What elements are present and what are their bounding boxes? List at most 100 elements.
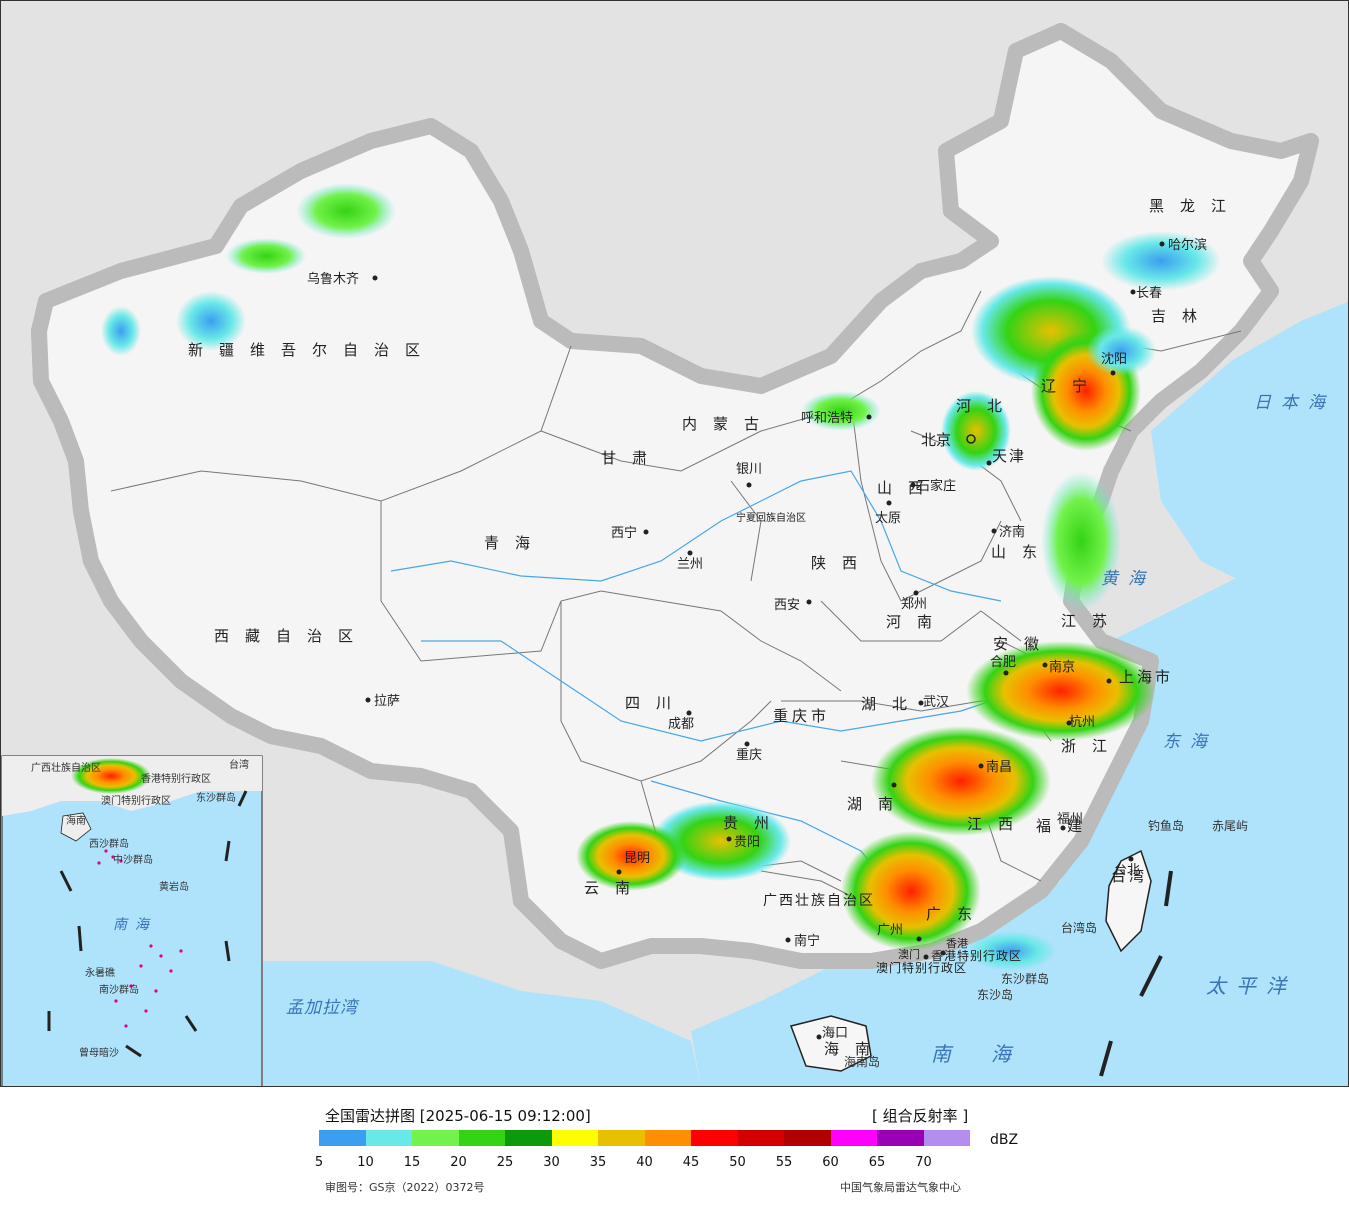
svg-text:澳门特别行政区: 澳门特别行政区: [101, 794, 171, 807]
svg-text:北京: 北京: [921, 431, 951, 449]
svg-text:台北: 台北: [1114, 863, 1140, 878]
label-hunan: 湖南: [847, 795, 909, 813]
city-hefei: 合肥: [990, 655, 1016, 676]
island-labels: 钓鱼岛 赤尾屿 台湾岛 东沙群岛 海南岛 东沙岛: [844, 818, 1248, 1069]
label-liaoning: 辽宁: [1041, 377, 1103, 395]
dash-lines: [1099, 870, 1173, 1077]
color-swatch: [365, 1130, 412, 1146]
svg-text:重庆: 重庆: [736, 747, 762, 763]
city-fuzhou: 福州: [1057, 812, 1083, 831]
label-anhui: 安徽: [993, 635, 1055, 653]
svg-text:台湾岛: 台湾岛: [1061, 920, 1097, 935]
label-guangdong: 广东: [926, 905, 988, 923]
svg-text:南沙群岛: 南沙群岛: [99, 983, 139, 996]
scale-tick-label: 15: [403, 1155, 421, 1170]
city-shenyang: 沈阳: [1101, 352, 1127, 376]
svg-text:石家庄: 石家庄: [917, 478, 956, 494]
label-jiangxi: 江西: [967, 815, 1029, 833]
label-xinjiang: 新疆维吾尔自治区: [188, 341, 436, 359]
city-wuhan: 武汉: [918, 695, 949, 710]
radar-echoes: [101, 183, 1221, 971]
svg-text:贵阳: 贵阳: [734, 835, 760, 850]
city-macao: 澳门: [898, 947, 929, 961]
svg-text:日本海: 日本海: [1254, 393, 1335, 413]
sea-japan: [1151, 301, 1348, 591]
scale-tick-label: 50: [729, 1155, 746, 1170]
approval-number: 审图号：GS京（2022）0372号: [325, 1181, 485, 1194]
label-taiwan: 台湾: [1111, 867, 1147, 885]
color-swatch: [551, 1130, 598, 1146]
city-shijiazhuang: 石家庄: [910, 478, 956, 494]
label-macao: 澳门特别行政区: [876, 960, 967, 975]
svg-text:杭州: 杭州: [1069, 715, 1095, 730]
city-guangzhou: 广州: [877, 923, 922, 942]
svg-text:赤尾屿: 赤尾屿: [1212, 819, 1248, 833]
label-jilin: 吉林: [1151, 307, 1213, 325]
label-hainan: 海南: [824, 1040, 886, 1058]
city-harbin: 哈尔滨: [1159, 237, 1207, 253]
label-zhejiang: 浙江: [1061, 737, 1123, 755]
map-canvas: 新疆维吾尔自治区 西藏自治区 青海 甘肃 内蒙古 黑龙江 吉林 辽宁 河北 山西…: [1, 1, 1348, 1086]
svg-text:台湾: 台湾: [229, 758, 249, 771]
color-swatch: [923, 1130, 970, 1146]
city-yinchuan: 银川: [736, 462, 762, 488]
svg-text:呼和浩特: 呼和浩特: [801, 411, 853, 426]
label-neimenggu: 内蒙古: [682, 415, 775, 433]
svg-text:郑州: 郑州: [901, 597, 927, 612]
color-swatch: [877, 1130, 924, 1146]
label-hubei: 湖北: [861, 695, 923, 713]
sea-east-south: [691, 522, 1348, 1086]
svg-text:南昌: 南昌: [986, 759, 1012, 775]
city-changchun: 长春: [1130, 286, 1162, 301]
label-shandong: 山东: [991, 543, 1053, 561]
svg-text:永暑礁: 永暑礁: [85, 966, 115, 979]
svg-text:兰州: 兰州: [677, 557, 703, 572]
svg-text:太平洋: 太平洋: [1206, 974, 1296, 998]
svg-text:中沙群岛: 中沙群岛: [113, 853, 153, 866]
legend-panel: 全国雷达拼图 [2025-06-15 09:12:00] [ 组合反射率 ] 5…: [0, 1087, 1349, 1208]
svg-text:海南岛: 海南岛: [844, 1054, 880, 1069]
svg-text:西安: 西安: [774, 598, 800, 613]
svg-text:南京: 南京: [1049, 659, 1075, 675]
legend-product: [ 组合反射率 ]: [872, 1107, 969, 1125]
svg-text:南海: 南海: [113, 917, 157, 933]
color-scale-bar: [319, 1130, 970, 1146]
label-shanghai: 上海市: [1119, 668, 1173, 686]
svg-text:海口: 海口: [822, 1026, 848, 1041]
label-sichuan: 四川: [625, 694, 687, 712]
sea-labels: 日本海 黄海 东海 太平洋 南海 孟加拉湾: [286, 393, 1335, 1066]
svg-text:海南: 海南: [66, 814, 86, 827]
color-swatch: [412, 1130, 459, 1146]
svg-text:西沙群岛: 西沙群岛: [89, 837, 129, 850]
svg-text:曾母暗沙: 曾母暗沙: [79, 1046, 119, 1059]
svg-text:南海: 南海: [931, 1042, 1051, 1066]
svg-text:广州: 广州: [877, 923, 903, 938]
city-guiyang: 贵阳: [726, 835, 760, 850]
scale-tick-label: 20: [450, 1155, 467, 1170]
svg-text:孟加拉湾: 孟加拉湾: [286, 998, 360, 1018]
svg-text:广西壮族自治区: 广西壮族自治区: [31, 761, 101, 774]
svg-text:太原: 太原: [875, 511, 901, 526]
svg-text:东海: 东海: [1163, 732, 1217, 752]
svg-text:东沙岛: 东沙岛: [977, 987, 1013, 1002]
city-hohhot: 呼和浩特: [801, 411, 872, 426]
svg-text:合肥: 合肥: [990, 655, 1016, 670]
scale-tick-label: 45: [682, 1155, 700, 1170]
label-hebei: 河北: [956, 397, 1018, 415]
label-tianjin: 天津: [992, 447, 1026, 465]
label-ningxia: 宁夏回族自治区: [736, 511, 806, 524]
label-yunnan: 云南: [584, 879, 646, 897]
label-guangxi: 广西壮族自治区: [763, 893, 875, 909]
label-henan: 河南: [886, 613, 948, 631]
city-beijing: 北京: [921, 431, 976, 449]
svg-text:福州: 福州: [1057, 812, 1083, 827]
svg-text:济南: 济南: [999, 524, 1025, 540]
color-swatch: [691, 1130, 738, 1146]
scale-tick-label: 30: [543, 1155, 560, 1170]
color-swatch: [784, 1130, 831, 1146]
scale-tick-label: 40: [636, 1155, 653, 1170]
city-xining: 西宁: [611, 525, 649, 541]
svg-text:乌鲁木齐: 乌鲁木齐: [307, 271, 359, 287]
label-hongkong: 香港特别行政区: [931, 948, 1022, 963]
city-nanjing: 南京: [1042, 659, 1075, 675]
